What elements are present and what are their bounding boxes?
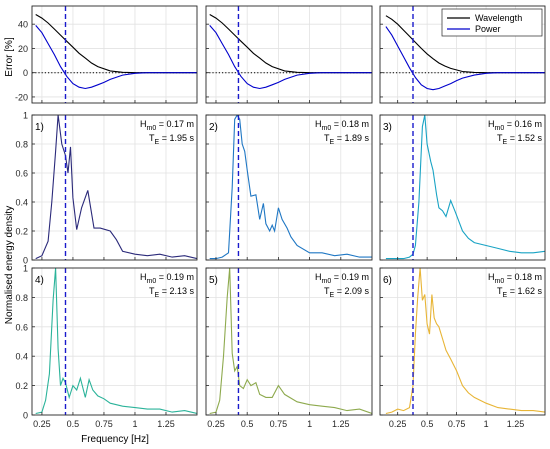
axes-frame — [379, 5, 546, 104]
axes-frame — [205, 5, 373, 104]
plot-area — [32, 268, 197, 415]
plot-area — [32, 115, 197, 260]
plot-area — [380, 115, 545, 260]
x-tick-label: 0.75 — [95, 419, 113, 429]
te-annotation: TE = 1.52 s — [497, 133, 542, 146]
series-line-spectrum — [35, 115, 197, 260]
x-tick-label: 1.25 — [507, 419, 525, 429]
panel-spectrum-1: 0 0.2 0.4 0.6 0.8 1 1) Hm0 = 0.17 mTE = 1.95 s — [15, 111, 198, 266]
y-tick-label: 0.2 — [15, 227, 28, 237]
axes-frame — [205, 114, 373, 261]
series-line-power — [385, 26, 545, 91]
y-axis-label-top: Error [%] — [4, 37, 15, 77]
legend-box — [441, 8, 543, 37]
x-tick-label: 0.5 — [241, 419, 254, 429]
y-axis-label-bottom: Normalised energy density — [4, 206, 15, 324]
te-annotation: TE = 1.62 s — [497, 286, 542, 299]
series-line-spectrum — [35, 268, 197, 415]
x-tick-label: 1.25 — [332, 419, 350, 429]
series-line-power — [35, 25, 197, 90]
y-tick-label: 1 — [23, 264, 28, 274]
panel-spectrum-5: 0.25 0.5 0.75 1 1.25 5) Hm0 = 0.19 mTE = 2.09 … — [205, 267, 373, 429]
x-tick-label: 0.25 — [33, 419, 51, 429]
series-line-spectrum — [209, 115, 372, 260]
x-tick-label: 0.5 — [67, 419, 80, 429]
x-tick-label: 0.75 — [270, 419, 288, 429]
x-tick-label: 1 — [307, 419, 312, 429]
panel-label: 2) — [209, 122, 218, 133]
axes-frame — [31, 114, 198, 261]
axes-frame — [379, 114, 546, 261]
y-tick-label: 0 — [23, 256, 28, 266]
y-tick-label: 0.4 — [15, 352, 28, 362]
x-tick-label: 0.25 — [207, 419, 225, 429]
te-annotation: TE = 1.95 s — [149, 133, 194, 146]
hm0-annotation: Hm0 = 0.19 m — [315, 272, 369, 285]
x-tick-label: 0.25 — [389, 419, 407, 429]
x-axis-label: Frequency [Hz] — [81, 434, 149, 445]
y-tick-label: 0.8 — [15, 293, 28, 303]
panel-label: 3) — [383, 122, 392, 133]
y-tick-label: 40 — [18, 20, 28, 30]
x-tick-label: 1 — [132, 419, 137, 429]
y-tick-label: 1 — [23, 111, 28, 121]
legend-entry: Wavelength — [475, 13, 522, 23]
axes-frame — [379, 267, 546, 416]
y-tick-label: 0.8 — [15, 140, 28, 150]
axes-frame — [31, 267, 198, 416]
panel-spectrum-4: 0 0.2 0.4 0.6 0.8 1 0.25 0.5 0.75 1 1.25 4) Hm0 = 0.… — [15, 264, 198, 429]
panel-spectrum-3: 3) Hm0 = 0.16 mTE = 1.52 s — [379, 114, 546, 261]
plot-area — [32, 6, 197, 103]
x-tick-label: 0.5 — [421, 419, 434, 429]
plot-area — [206, 268, 372, 415]
legend-entry: Power — [475, 24, 501, 34]
panel-label: 5) — [209, 275, 218, 286]
y-tick-label: -20 — [15, 92, 28, 102]
plot-area — [206, 6, 372, 103]
axes-frame — [31, 5, 198, 104]
y-tick-label: 0.6 — [15, 322, 28, 332]
x-tick-label: 1 — [484, 419, 489, 429]
series-line-spectrum — [209, 268, 372, 415]
hm0-annotation: Hm0 = 0.19 m — [140, 272, 194, 285]
panel-spectrum-6: 0.25 0.5 0.75 1 1.25 6) Hm0 = 0.18 mTE = 1.62 … — [379, 267, 546, 429]
hm0-annotation: Hm0 = 0.17 m — [140, 119, 194, 132]
panel-error-col2 — [205, 5, 373, 104]
series-line-spectrum — [385, 115, 545, 260]
panel-label: 1) — [35, 122, 44, 133]
te-annotation: TE = 1.89 s — [324, 133, 369, 146]
y-tick-label: 0 — [23, 68, 28, 78]
panel-spectrum-2: 2) Hm0 = 0.18 mTE = 1.89 s — [205, 114, 373, 261]
axes-frame — [205, 267, 373, 416]
x-tick-label: 1.25 — [157, 419, 175, 429]
hm0-annotation: Hm0 = 0.16 m — [488, 119, 542, 132]
panel-label: 4) — [35, 275, 44, 286]
y-tick-label: 0 — [23, 411, 28, 421]
panel-error-col1: -20 0 20 40 — [15, 5, 198, 104]
y-tick-label: 0.4 — [15, 198, 28, 208]
panel-label: 6) — [383, 275, 392, 286]
hm0-annotation: Hm0 = 0.18 m — [315, 119, 369, 132]
x-tick-label: 0.75 — [448, 419, 466, 429]
y-tick-label: 0.2 — [15, 381, 28, 391]
te-annotation: TE = 2.13 s — [149, 286, 194, 299]
te-annotation: TE = 2.09 s — [324, 286, 369, 299]
plot-area — [380, 268, 545, 415]
y-tick-label: 0.6 — [15, 169, 28, 179]
hm0-annotation: Hm0 = 0.18 m — [488, 272, 542, 285]
y-tick-label: 20 — [18, 44, 28, 54]
series-line-power — [209, 25, 372, 90]
